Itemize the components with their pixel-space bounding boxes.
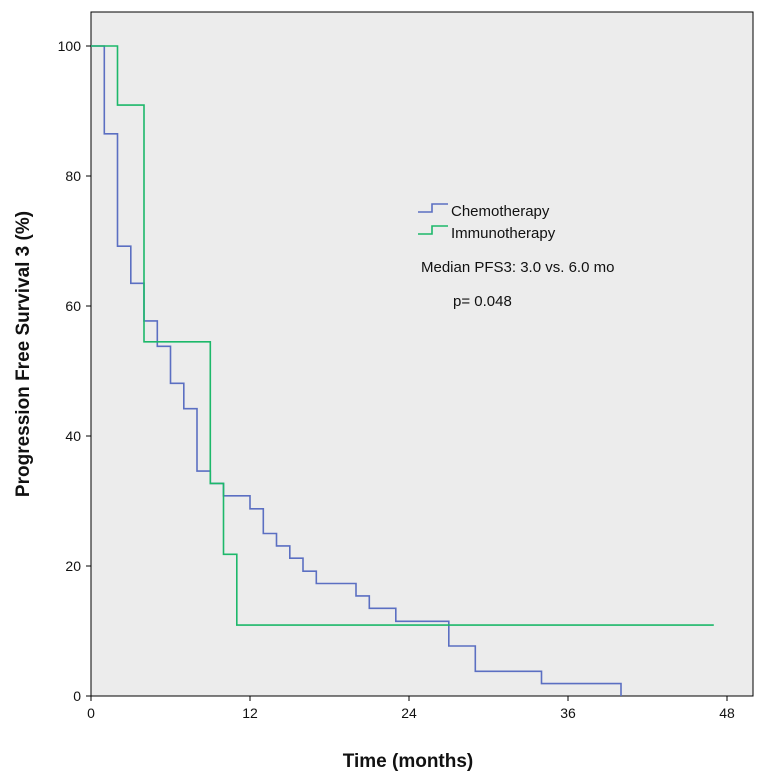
series-layer [91, 45, 714, 696]
legend-label-chemotherapy: Chemotherapy [451, 203, 550, 220]
x-tick-label: 36 [560, 705, 576, 721]
y-tick-label: 40 [65, 428, 81, 444]
series-line-immunotherapy [91, 45, 714, 626]
x-axis-title: Time (months) [343, 751, 474, 772]
legend-swatch-chemotherapy [418, 203, 448, 213]
x-tick-label: 24 [401, 705, 417, 721]
y-tick-label: 0 [73, 688, 81, 704]
y-tick-label: 80 [65, 168, 81, 184]
x-tick-label: 0 [87, 705, 95, 721]
x-tick-label: 12 [242, 705, 258, 721]
y-axis-title: Progression Free Survival 3 (%) [13, 211, 34, 497]
x-tick-label: 48 [719, 705, 735, 721]
axis-layer: 0 12 24 36 48 0 20 40 60 80 100 [58, 38, 735, 721]
legend-swatch-immunotherapy [418, 225, 448, 235]
y-tick-label: 20 [65, 558, 81, 574]
plot-area [90, 11, 754, 697]
legend-label-immunotherapy: Immunotherapy [451, 225, 556, 242]
annotation-p-value: p= 0.048 [453, 293, 512, 310]
y-tick-label: 60 [65, 298, 81, 314]
annotation-median-pfs: Median PFS3: 3.0 vs. 6.0 mo [421, 259, 614, 276]
y-tick-label: 100 [58, 38, 82, 54]
legend: Chemotherapy Immunotherapy [418, 203, 556, 242]
